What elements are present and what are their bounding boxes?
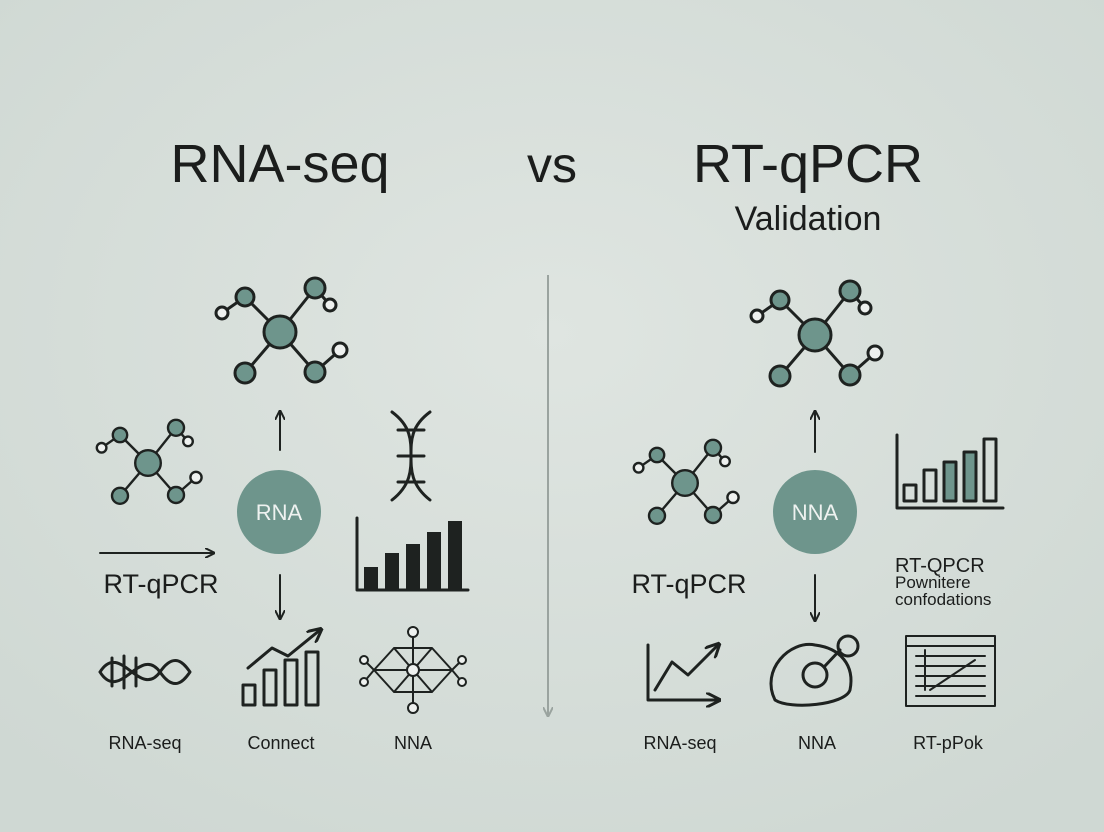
note-line: confodations bbox=[895, 590, 991, 609]
bottom-label: NNA bbox=[798, 733, 836, 753]
left-title: RNA-seq bbox=[170, 134, 389, 194]
bottom-label: RNA-seq bbox=[108, 733, 181, 753]
blob-icon bbox=[769, 634, 860, 707]
center-node-label: RNA bbox=[256, 500, 303, 525]
subtitle: Validation bbox=[735, 200, 882, 238]
bar-icon bbox=[895, 433, 1005, 510]
dna-icon bbox=[390, 410, 432, 502]
vs: vs bbox=[527, 137, 577, 193]
center-node-label: NNA bbox=[792, 500, 839, 525]
bottom-label: Connect bbox=[247, 733, 314, 753]
left-panel: RNA RT-qPCR RNA-seq Connect NNA bbox=[95, 276, 470, 753]
bottom-label: RT-pPok bbox=[913, 733, 984, 753]
bottom-label: RNA-seq bbox=[643, 733, 716, 753]
right-panel: NNA RT-qPCR RT-QPCR Pownitere confodatio… bbox=[631, 279, 1005, 753]
bar-icon bbox=[355, 516, 470, 592]
growth-icon bbox=[241, 630, 320, 707]
side-label: RT-qPCR bbox=[631, 569, 746, 599]
line-chart-icon bbox=[646, 645, 718, 700]
note-line: RT-QPCR bbox=[895, 555, 985, 577]
center-node bbox=[237, 470, 321, 554]
side-label: RT-qPCR bbox=[103, 569, 218, 599]
right-title: RT-qPCR bbox=[693, 134, 923, 194]
note-line: Pownitere bbox=[895, 573, 971, 592]
dna-icon bbox=[98, 654, 192, 690]
center-node bbox=[773, 470, 857, 554]
document-icon bbox=[905, 635, 996, 707]
bottom-label: NNA bbox=[394, 733, 432, 753]
network-icon bbox=[359, 626, 467, 714]
